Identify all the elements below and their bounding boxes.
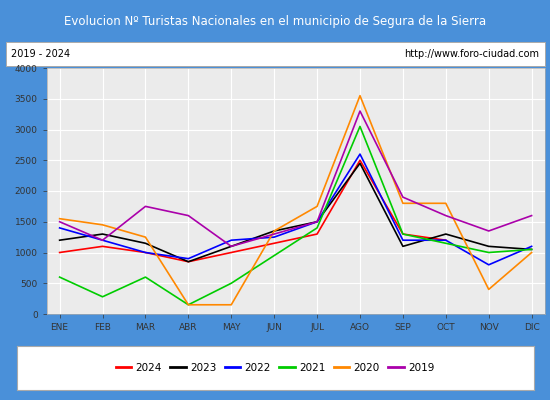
Text: 2019 - 2024: 2019 - 2024: [11, 49, 70, 59]
Text: Evolucion Nº Turistas Nacionales en el municipio de Segura de la Sierra: Evolucion Nº Turistas Nacionales en el m…: [64, 14, 486, 28]
Text: http://www.foro-ciudad.com: http://www.foro-ciudad.com: [404, 49, 539, 59]
Legend: 2024, 2023, 2022, 2021, 2020, 2019: 2024, 2023, 2022, 2021, 2020, 2019: [112, 359, 438, 377]
